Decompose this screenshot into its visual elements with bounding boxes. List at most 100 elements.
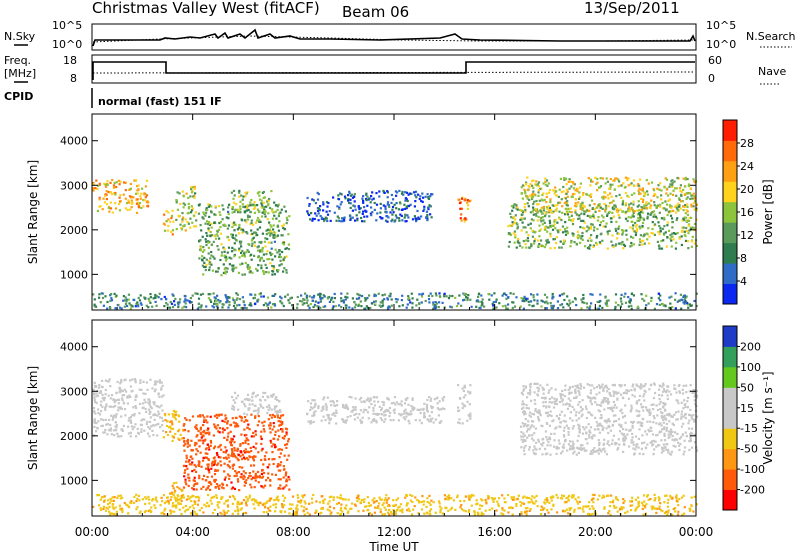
colorbar-segment	[723, 326, 737, 347]
freq-label-line1: Freq.	[4, 54, 31, 67]
nsearch-tick-top: 10^5	[706, 19, 736, 32]
colorbar-segment	[723, 120, 737, 141]
cpid-label: CPID	[4, 90, 33, 103]
colorbar-tick-label: 15	[740, 402, 754, 415]
velocity-feature	[231, 391, 282, 416]
x-tick-label: 04:00	[175, 525, 210, 539]
power-feature	[197, 203, 291, 277]
x-axis-title: Time UT	[368, 540, 419, 554]
colorbar-tick-label: 200	[740, 340, 761, 353]
colorbar-segment	[723, 366, 737, 388]
colorbar-tick-label: 24	[740, 160, 754, 173]
y-tick-label: 1000	[60, 474, 88, 487]
velocity-feature	[457, 384, 472, 425]
colorbar-tick-label: -100	[740, 463, 765, 476]
y-tick-label: 1000	[60, 268, 88, 281]
velocity-feature	[182, 413, 291, 492]
freq-tick-top: 18	[63, 54, 77, 67]
colorbar-segment	[723, 428, 737, 450]
nsearch-label: N.Search	[746, 30, 796, 43]
power-feature	[162, 209, 175, 236]
colorbar-segment	[723, 387, 737, 409]
x-tick-label: 00:00	[679, 525, 714, 539]
cpid-text: normal (fast) 151 IF	[98, 95, 222, 108]
velocity-y-axis-label: Slant Range [km]	[26, 366, 40, 470]
power-colorbar: 4 8 12 16 20 24 28	[722, 119, 754, 305]
colorbar-segment	[723, 283, 737, 305]
nsky-label: N.Sky	[4, 30, 36, 43]
y-tick-label: 2000	[60, 430, 88, 443]
colorbar-frame	[722, 325, 738, 511]
colorbar-tick-label: 8	[740, 252, 747, 265]
colorbar-segment	[723, 448, 737, 470]
nsearch-tick-bottom: 10^0	[706, 38, 736, 51]
power-axes: 1000 2000 3000 4000	[60, 114, 697, 310]
power-panel: 1000 2000 3000 4000 Slant Range [km]	[26, 113, 699, 311]
power-feature	[92, 178, 150, 214]
colorbar-tick-label: 4	[740, 275, 747, 288]
y-tick-label: 4000	[60, 341, 88, 354]
x-tick-label: 12:00	[377, 525, 412, 539]
colorbar-segment	[723, 242, 737, 264]
colorbar-tick-label: -50	[740, 443, 758, 456]
colorbar-tick-label: 20	[740, 183, 754, 196]
nsearch-trace	[92, 35, 696, 43]
nave-trace	[92, 71, 696, 74]
velocity-axes: 1000 2000 3000 4000 00:00 04:00 08:00 12:00 16:0…	[60, 320, 713, 539]
colorbar-segment	[723, 222, 737, 244]
colorbar-tick-label: -15	[740, 422, 758, 435]
colorbar-segment	[723, 346, 737, 368]
velocity-colorbar-label: Velocity [m s⁻¹]	[761, 371, 775, 464]
date-label: 13/Sep/2011	[584, 0, 680, 17]
colorbar-segment	[723, 140, 737, 162]
velocity-panel-frame	[91, 319, 697, 517]
freq-trace	[92, 61, 695, 80]
x-tick-label: 20:00	[578, 525, 613, 539]
colorbar-segment	[723, 201, 737, 223]
power-data	[92, 176, 699, 310]
nsky-tick-top: 10^5	[52, 19, 82, 32]
nave-tick-top: 60	[708, 54, 722, 67]
nsky-tick-bottom: 10^0	[52, 38, 82, 51]
colorbar-tick-label: 16	[740, 206, 754, 219]
nave-tick-bottom: 0	[708, 72, 715, 85]
colorbar-tick-label: 28	[740, 137, 754, 150]
power-colorbar-label: Power [dB]	[761, 179, 775, 244]
x-tick-label: 16:00	[477, 525, 512, 539]
power-feature	[175, 185, 198, 232]
x-tick-label: 08:00	[276, 525, 311, 539]
colorbar-tick-label: 100	[740, 361, 761, 374]
colorbar-segment	[723, 181, 737, 203]
power-feature	[457, 196, 472, 223]
power-y-axis-label: Slant Range [km]	[26, 160, 40, 264]
colorbar-segment	[723, 469, 737, 490]
y-tick-label: 3000	[60, 385, 88, 398]
nsky-trace	[92, 28, 696, 47]
velocity-feature	[519, 382, 699, 456]
x-tick-label: 00:00	[75, 525, 110, 539]
y-tick-label: 2000	[60, 224, 88, 237]
velocity-colorbar: 200 100 50 15 -15 -50 -100 -200	[722, 325, 765, 511]
colorbar-segment	[723, 160, 737, 182]
y-tick-label: 4000	[60, 135, 88, 148]
colorbar-tick-label: 50	[740, 381, 754, 394]
nsky-strip	[91, 23, 697, 51]
velocity-feature	[92, 493, 698, 516]
freq-tick-bottom: 8	[70, 72, 77, 85]
colorbar-segment	[723, 263, 737, 284]
plot-title: Christmas Valley West (fitACF)	[92, 0, 320, 17]
velocity-data	[92, 378, 699, 516]
velocity-feature	[162, 409, 185, 442]
power-feature	[520, 176, 698, 214]
nave-label: Nave	[758, 65, 786, 78]
power-feature	[507, 203, 699, 250]
velocity-feature	[92, 378, 165, 438]
colorbar-tick-label: -200	[740, 484, 765, 497]
velocity-panel: 1000 2000 3000 4000 00:00 04:00 08:00 12:00 16:0…	[26, 319, 713, 554]
power-feature	[92, 292, 698, 310]
power-feature	[306, 189, 434, 223]
freq-strip	[91, 54, 697, 84]
beam-label: Beam 06	[342, 3, 409, 21]
colorbar-segment	[723, 407, 737, 429]
